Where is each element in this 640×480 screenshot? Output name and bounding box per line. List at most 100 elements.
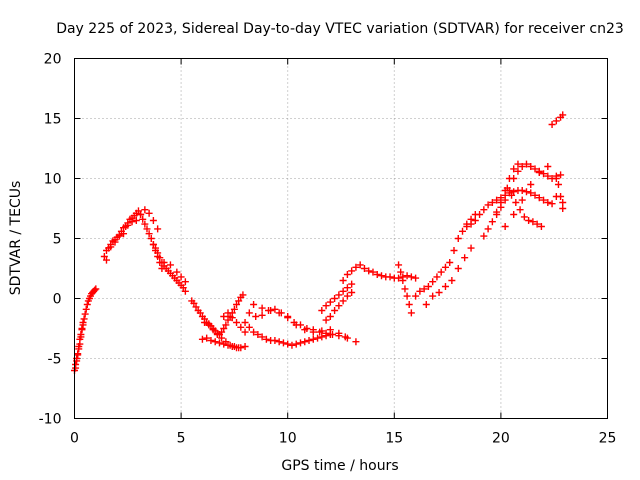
data-point — [156, 254, 164, 262]
data-point — [503, 184, 511, 192]
data-point — [369, 268, 377, 276]
data-point — [228, 314, 236, 322]
data-point — [271, 305, 279, 313]
data-point — [241, 319, 249, 326]
data-point — [399, 277, 407, 284]
data-point — [533, 220, 541, 228]
data-point — [416, 287, 424, 295]
data-point — [145, 230, 153, 238]
data-point — [450, 247, 458, 254]
data-point — [72, 364, 80, 372]
data-point — [192, 303, 200, 311]
data-point — [149, 217, 157, 224]
data-point — [527, 181, 535, 188]
data-point — [412, 292, 420, 300]
data-point — [328, 331, 336, 338]
data-point — [365, 267, 373, 275]
data-point — [132, 217, 140, 224]
data-point — [141, 206, 149, 214]
data-point — [100, 253, 108, 260]
data-point — [559, 111, 567, 119]
data-point — [205, 321, 213, 329]
data-point — [437, 268, 445, 276]
data-point — [454, 265, 462, 272]
data-point — [378, 272, 386, 280]
x-tick-label: 10 — [279, 431, 297, 447]
data-point — [476, 211, 484, 218]
data-point — [250, 328, 258, 336]
data-point — [82, 305, 90, 313]
x-tick-label: 25 — [599, 431, 617, 447]
data-point — [80, 315, 88, 323]
data-point — [235, 297, 243, 305]
x-tick-label: 5 — [177, 431, 186, 447]
data-point — [74, 350, 82, 358]
data-point — [318, 307, 326, 314]
data-point — [222, 321, 230, 329]
data-point — [220, 325, 228, 332]
data-point — [435, 289, 443, 296]
data-point — [433, 273, 441, 281]
data-point — [459, 227, 467, 235]
data-point — [395, 274, 403, 282]
data-point — [203, 334, 211, 342]
data-point — [446, 259, 454, 266]
data-point — [420, 285, 428, 293]
data-point — [309, 335, 317, 343]
data-point — [557, 171, 565, 179]
data-point — [314, 334, 322, 342]
data-point — [386, 273, 394, 281]
data-point — [301, 338, 309, 346]
data-point — [209, 326, 217, 334]
data-point — [181, 278, 189, 286]
data-point — [166, 261, 174, 269]
data-point — [160, 259, 168, 266]
data-point — [559, 205, 567, 212]
data-point — [525, 217, 533, 224]
data-point — [252, 313, 260, 320]
data-point — [149, 241, 157, 248]
y-tick-label: -5 — [48, 352, 62, 368]
data-point — [79, 321, 87, 329]
data-point — [177, 273, 185, 281]
data-point — [326, 326, 334, 334]
data-point — [516, 206, 524, 214]
data-point — [343, 271, 351, 278]
data-point — [75, 343, 83, 350]
data-point — [284, 340, 292, 348]
data-point — [318, 327, 326, 335]
data-point — [326, 313, 334, 320]
data-point — [531, 191, 539, 199]
data-point — [92, 285, 100, 293]
data-point — [284, 313, 292, 320]
data-point — [271, 337, 279, 344]
data-point — [201, 319, 209, 326]
data-point — [461, 254, 469, 262]
data-point — [356, 261, 364, 269]
data-point — [326, 298, 334, 306]
data-point — [222, 338, 230, 346]
data-point — [241, 328, 249, 336]
data-point — [76, 335, 84, 343]
data-point — [484, 225, 492, 233]
data-point — [373, 271, 381, 278]
y-tick-label: -10 — [39, 412, 62, 428]
data-point — [154, 249, 162, 257]
data-point — [520, 213, 528, 221]
data-point — [331, 307, 339, 314]
x-tick-label: 15 — [385, 431, 403, 447]
data-point — [397, 268, 405, 276]
data-point — [134, 207, 142, 215]
data-series-sdtvar — [71, 111, 567, 374]
data-point — [218, 328, 226, 336]
data-point — [335, 329, 343, 337]
data-point — [322, 329, 330, 337]
data-point — [343, 292, 351, 300]
y-tick-label: 20 — [44, 52, 62, 68]
grid-lines — [74, 58, 608, 419]
data-point — [505, 175, 513, 182]
data-point — [179, 284, 187, 292]
data-point — [102, 256, 110, 264]
data-point — [339, 297, 347, 305]
